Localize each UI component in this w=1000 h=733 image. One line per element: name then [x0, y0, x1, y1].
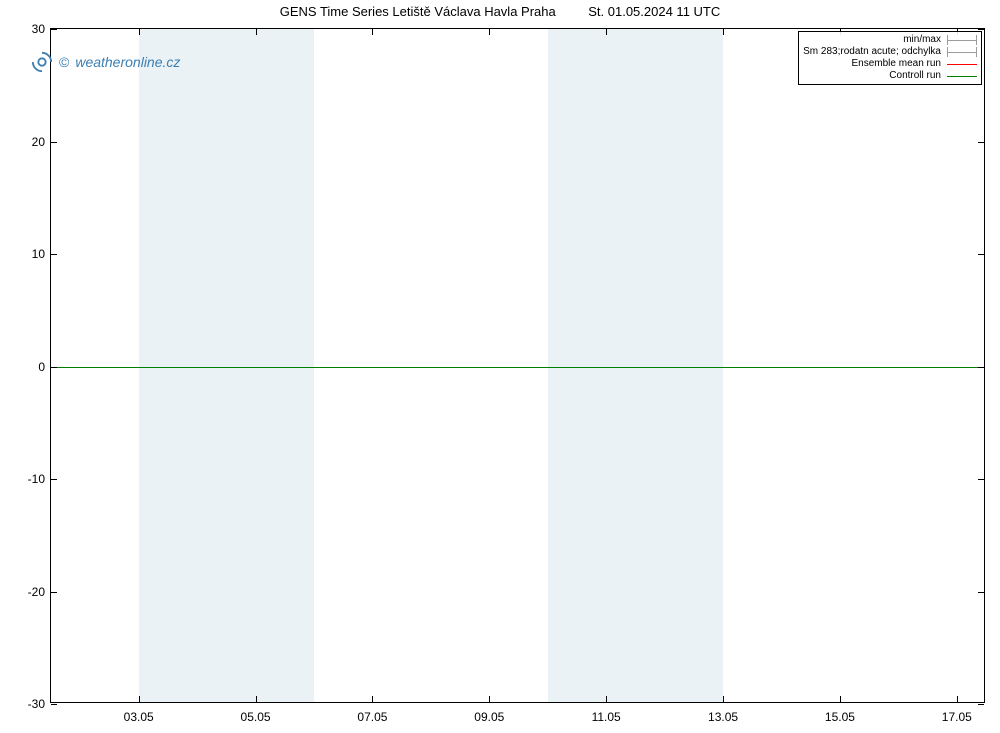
legend-swatch: [947, 47, 977, 57]
x-tick-label: 13.05: [708, 702, 738, 724]
y-tick-label: -20: [28, 585, 51, 599]
shade-band: [606, 29, 664, 702]
chart-title: GENS Time Series Letiště Václava Havla P…: [0, 4, 1000, 19]
x-tick-mark: [256, 29, 257, 35]
shade-band: [256, 29, 314, 702]
shade-band: [548, 29, 606, 702]
y-tick-label: -30: [28, 697, 51, 711]
zero-line: [51, 367, 984, 368]
y-tick-mark: [978, 367, 984, 368]
y-tick-mark: [51, 704, 57, 705]
legend-swatch: [947, 64, 977, 65]
legend-label: Controll run: [889, 70, 941, 82]
y-tick-mark: [51, 29, 57, 30]
y-tick-mark: [51, 592, 57, 593]
y-tick-mark: [51, 479, 57, 480]
y-tick-mark: [978, 254, 984, 255]
y-tick-label: 20: [32, 135, 51, 149]
x-tick-label: 07.05: [357, 702, 387, 724]
y-tick-mark: [978, 479, 984, 480]
x-tick-label: 11.05: [592, 702, 621, 724]
y-tick-mark: [978, 592, 984, 593]
x-tick-mark: [489, 29, 490, 35]
x-tick-label: 03.05: [124, 702, 154, 724]
y-tick-label: -10: [28, 472, 51, 486]
title-left: GENS Time Series Letiště Václava Havla P…: [280, 4, 556, 19]
legend-item: Controll run: [803, 70, 977, 82]
legend-label: Ensemble mean run: [852, 58, 942, 70]
x-tick-label: 17.05: [942, 702, 972, 724]
shade-band: [139, 29, 197, 702]
legend-label: Sm 283;rodatn acute; odchylka: [803, 46, 941, 58]
weather-icon: [31, 51, 53, 73]
watermark-text: weatheronline.cz: [75, 54, 180, 70]
legend-item: min/max: [803, 34, 977, 46]
shade-band: [665, 29, 723, 702]
y-tick-mark: [51, 142, 57, 143]
y-tick-mark: [978, 29, 984, 30]
legend-label: min/max: [903, 34, 941, 46]
watermark: © weatheronline.cz: [31, 51, 180, 73]
y-tick-label: 30: [32, 22, 51, 36]
legend-item: Ensemble mean run: [803, 58, 977, 70]
y-tick-mark: [978, 704, 984, 705]
y-tick-label: 0: [38, 360, 51, 374]
x-tick-mark: [372, 29, 373, 35]
legend: min/maxSm 283;rodatn acute; odchylkaEnse…: [798, 31, 982, 85]
shade-band: [197, 29, 255, 702]
y-tick-mark: [978, 142, 984, 143]
legend-swatch: [947, 35, 977, 45]
y-tick-label: 10: [32, 247, 51, 261]
legend-item: Sm 283;rodatn acute; odchylka: [803, 46, 977, 58]
copyright-symbol: ©: [59, 54, 69, 70]
x-tick-mark: [723, 29, 724, 35]
y-tick-mark: [51, 254, 57, 255]
x-tick-mark: [139, 29, 140, 35]
x-tick-label: 05.05: [241, 702, 271, 724]
y-tick-mark: [51, 367, 57, 368]
title-right: St. 01.05.2024 11 UTC: [588, 4, 720, 19]
x-tick-mark: [606, 29, 607, 35]
chart-container: { "chart": { "title_left": "GENS Time Se…: [0, 0, 1000, 733]
x-tick-label: 15.05: [825, 702, 855, 724]
plot-area: -30-20-10010203003.0505.0507.0509.0511.0…: [50, 28, 985, 703]
x-tick-label: 09.05: [474, 702, 504, 724]
legend-swatch: [947, 76, 977, 77]
